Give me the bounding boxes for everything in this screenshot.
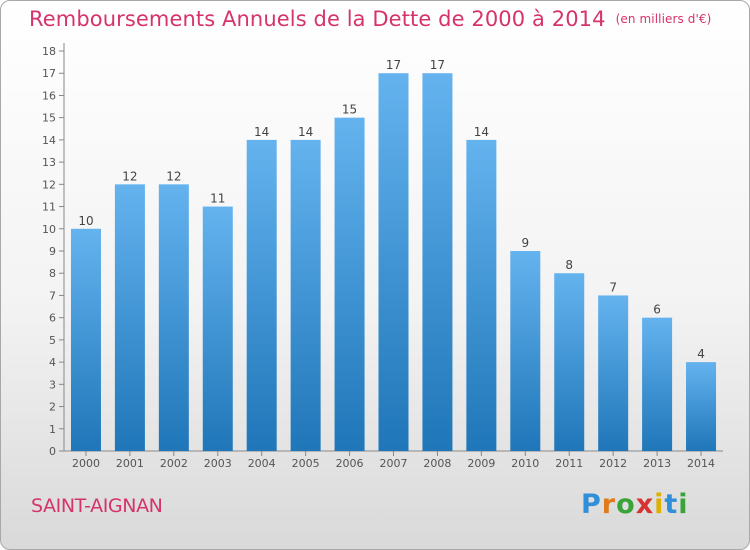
- data-label: 12: [122, 169, 137, 183]
- data-label: 7: [609, 280, 617, 294]
- x-tick-label: 2002: [160, 457, 188, 470]
- bar: [334, 117, 365, 452]
- x-tick-label: 2008: [423, 457, 451, 470]
- bar: [598, 295, 629, 451]
- y-tick-label: 2: [49, 401, 56, 414]
- y-tick-label: 7: [49, 289, 56, 302]
- x-tick-label: 2000: [72, 457, 100, 470]
- logo-letter: t: [664, 489, 679, 520]
- x-tick-label: 2007: [380, 457, 408, 470]
- chart-title-text: Remboursements Annuels de la Dette de 20…: [29, 7, 606, 31]
- logo-letter: P: [581, 489, 602, 520]
- x-tick-label: 2006: [336, 457, 364, 470]
- y-tick-label: 0: [49, 445, 56, 458]
- bar: [466, 139, 497, 451]
- x-tick-label: 2009: [467, 457, 495, 470]
- logo-letter: r: [601, 489, 617, 520]
- data-label: 17: [430, 58, 445, 72]
- data-label: 4: [697, 347, 705, 361]
- y-tick-label: 3: [49, 378, 56, 391]
- y-tick-label: 18: [42, 45, 56, 58]
- logo-letter: o: [616, 489, 636, 520]
- bar: [422, 73, 453, 451]
- logo-letter: x: [635, 489, 655, 520]
- bar: [114, 184, 145, 452]
- data-label: 8: [565, 258, 573, 272]
- logo-letter: i: [678, 489, 689, 520]
- y-tick-label: 4: [49, 356, 56, 369]
- data-label: 15: [342, 103, 357, 117]
- x-tick-label: 2012: [599, 457, 627, 470]
- data-label: 11: [210, 192, 225, 206]
- data-label: 12: [166, 169, 181, 183]
- bar: [290, 139, 321, 451]
- bar: [378, 73, 409, 451]
- bar: [642, 317, 673, 451]
- proxiti-logo: Proxiti: [581, 489, 689, 520]
- x-tick-label: 2004: [248, 457, 276, 470]
- y-tick-label: 15: [42, 112, 56, 125]
- data-label: 14: [298, 125, 313, 139]
- bar: [202, 206, 233, 451]
- bar: [70, 228, 101, 451]
- logo-letter: i: [654, 489, 665, 520]
- bar: [158, 184, 189, 452]
- bar: [246, 139, 277, 451]
- y-tick-label: 17: [42, 67, 56, 80]
- y-tick-label: 12: [42, 178, 56, 191]
- y-tick-label: 11: [42, 201, 56, 214]
- x-tick-label: 2011: [555, 457, 583, 470]
- y-tick-label: 9: [49, 245, 56, 258]
- data-label: 14: [474, 125, 489, 139]
- x-tick-label: 2005: [292, 457, 320, 470]
- x-tick-label: 2001: [116, 457, 144, 470]
- x-tick-label: 2014: [687, 457, 715, 470]
- town-name: SAINT-AIGNAN: [31, 495, 163, 517]
- data-label: 6: [653, 303, 661, 317]
- y-tick-label: 13: [42, 156, 56, 169]
- data-label: 17: [386, 58, 401, 72]
- data-label: 14: [254, 125, 269, 139]
- y-tick-label: 10: [42, 223, 56, 236]
- chart-title: Remboursements Annuels de la Dette de 20…: [29, 7, 711, 31]
- x-tick-label: 2003: [204, 457, 232, 470]
- x-tick-label: 2010: [511, 457, 539, 470]
- data-label: 10: [78, 214, 93, 228]
- y-tick-label: 5: [49, 334, 56, 347]
- bar: [554, 273, 585, 451]
- chart-unit: (en milliers d'€): [615, 12, 712, 26]
- bar: [686, 362, 717, 451]
- y-tick-label: 1: [49, 423, 56, 436]
- x-tick-label: 2013: [643, 457, 671, 470]
- bar: [510, 251, 541, 451]
- data-label: 9: [521, 236, 529, 250]
- y-tick-label: 8: [49, 267, 56, 280]
- y-tick-label: 14: [42, 134, 56, 147]
- y-tick-label: 6: [49, 312, 56, 325]
- y-tick-label: 16: [42, 89, 56, 102]
